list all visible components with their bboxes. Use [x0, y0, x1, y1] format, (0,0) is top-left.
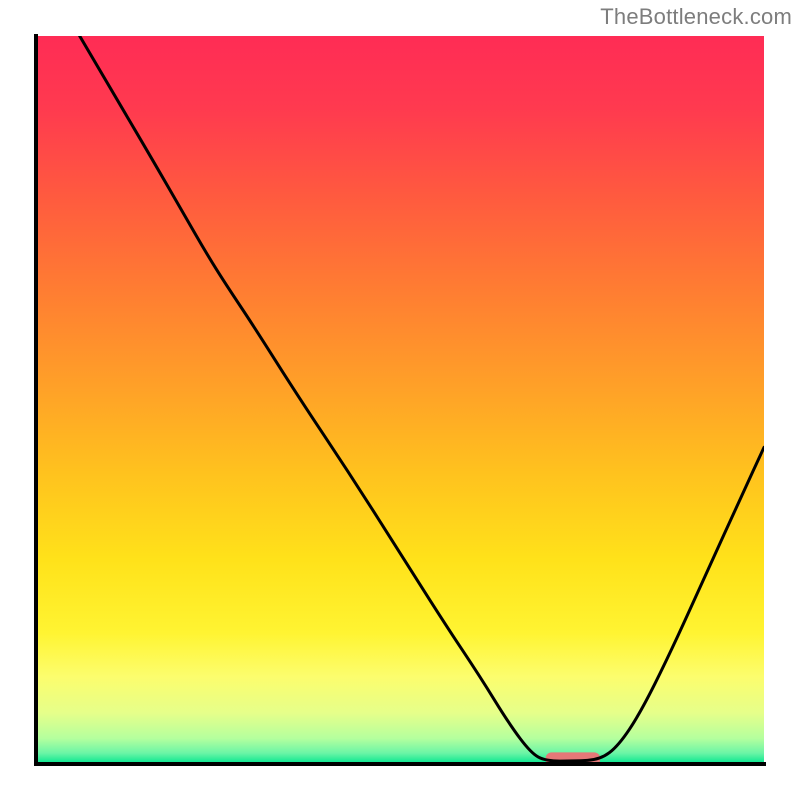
plot-area [36, 36, 764, 765]
watermark-text: TheBottleneck.com [600, 4, 792, 30]
chart-container: TheBottleneck.com [0, 0, 800, 800]
bottleneck-curve-chart [0, 0, 800, 800]
